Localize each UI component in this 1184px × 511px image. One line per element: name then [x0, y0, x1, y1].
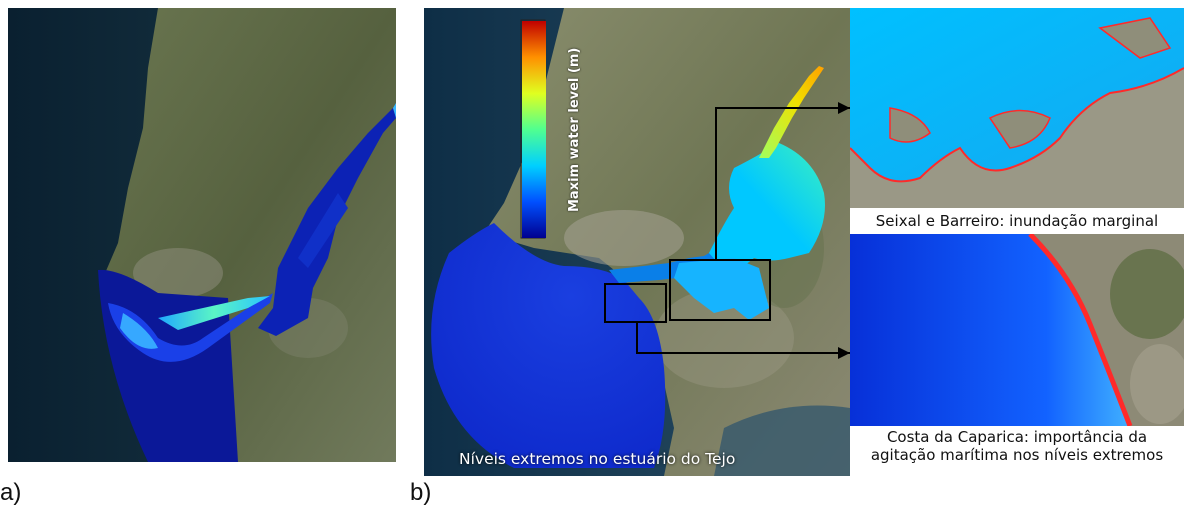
panel-a-label: a) — [0, 479, 22, 506]
inset-top-caption-text: Seixal e Barreiro: inundação marginal — [875, 212, 1159, 230]
map-panel-b — [424, 8, 850, 476]
arrow-top-icon — [838, 102, 850, 114]
inset-bottom-caption: Costa da Caparica: importância da agitaç… — [850, 426, 1184, 478]
inset-top-caption: Seixal e Barreiro: inundação marginal — [850, 208, 1184, 234]
inset-bottom-caption-line1: Costa da Caparica: importância da — [886, 428, 1148, 446]
arrow-bottom-icon — [838, 347, 850, 359]
colorbar-title: Maxim water level (m) — [567, 47, 582, 212]
inset-seixal-barreiro — [850, 8, 1184, 208]
inset-costa-caparica — [850, 234, 1184, 426]
inset-bottom-caption-line2: agitação marítima nos níveis extremos — [870, 446, 1164, 464]
map-caption: Níveis extremos no estuário do Tejo — [459, 450, 736, 468]
map-panel-a — [8, 8, 396, 462]
panel-b-label: b) — [410, 479, 432, 506]
colorbar — [522, 21, 546, 238]
